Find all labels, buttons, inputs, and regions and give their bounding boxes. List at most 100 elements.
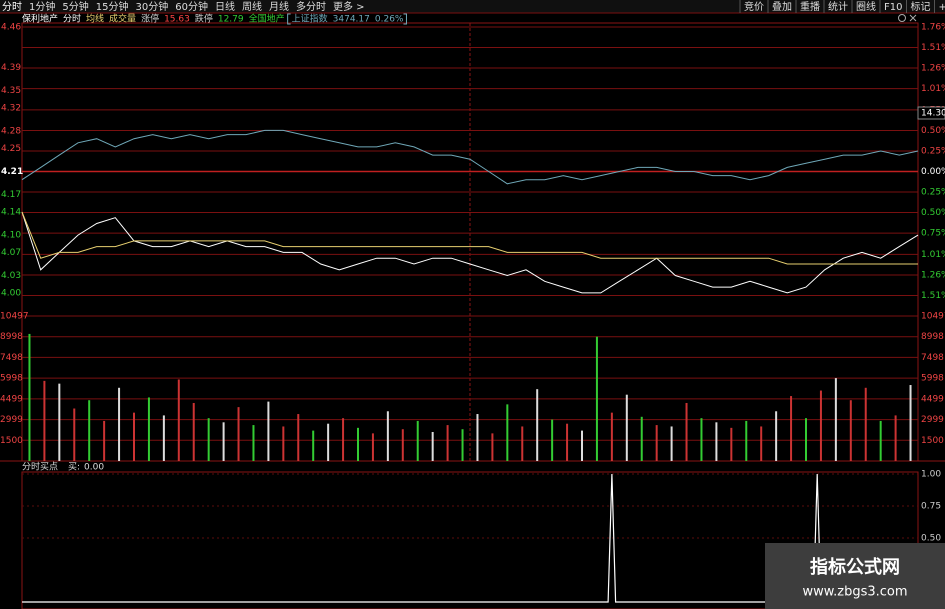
y2-tick-label: 7498 <box>921 353 944 363</box>
tab[interactable]: 分时 <box>2 1 22 13</box>
volume-bar <box>625 394 628 461</box>
tab[interactable]: 多分时 <box>296 0 326 13</box>
indicator-title: 分时买点 <box>22 461 58 473</box>
tab[interactable]: 周线 <box>242 0 262 13</box>
volume-bar <box>506 404 509 461</box>
y2-tick-label: 1.00 <box>921 470 941 480</box>
volume-bar <box>581 430 583 461</box>
line-series <box>21 211 918 265</box>
toolbar <box>0 0 945 13</box>
index-change: 0.26% <box>375 15 404 25</box>
volume-bar <box>491 433 494 461</box>
volume-bar <box>386 411 389 461</box>
y-tick-label: 4.10 <box>1 231 21 241</box>
volume-bar <box>894 415 897 461</box>
volume-bar <box>118 387 121 461</box>
tab[interactable]: 15分钟 <box>96 0 129 13</box>
tab[interactable]: 30分钟 <box>135 0 168 13</box>
button[interactable]: 叠加 <box>772 1 792 13</box>
limit-up-label: 涨停 <box>141 13 159 25</box>
tab[interactable]: 日线 <box>215 0 235 13</box>
volume-bar <box>655 425 658 461</box>
volume-bar <box>670 426 673 461</box>
y-tick-label: 8998 <box>0 332 23 342</box>
button[interactable]: 重播 <box>800 0 820 13</box>
y-tick-label: 10497 <box>0 312 29 322</box>
volume-bar <box>357 427 359 461</box>
tab[interactable]: 5分钟 <box>62 0 88 13</box>
volume-bar <box>849 400 852 461</box>
volume-bar <box>267 401 270 461</box>
limit-down: 12.79 <box>218 15 244 25</box>
volume-bar <box>566 423 569 461</box>
volume-bar <box>237 407 240 461</box>
volume-bar <box>162 415 165 461</box>
close-icon[interactable] <box>909 14 917 22</box>
volume-bar <box>312 430 315 461</box>
y2-tick-label: 0.50% <box>921 126 945 136</box>
volume-bar <box>864 387 867 461</box>
volume-bar <box>536 389 539 461</box>
button[interactable]: 统计 <box>828 0 848 13</box>
y2-tick-label: 0.25% <box>921 188 945 198</box>
y2-tick-label: 0.75 <box>921 502 941 512</box>
index-value: 3474.17 <box>333 15 370 25</box>
y2-tick-label: 1.26% <box>921 64 945 74</box>
volume-bar <box>133 412 135 461</box>
cursor-box <box>917 106 945 120</box>
volume-bar <box>909 385 912 461</box>
cursor-label: 14.30 <box>921 109 945 119</box>
y-tick-label: 4.25 <box>1 144 21 154</box>
y-tick-label: 4.14 <box>1 207 21 217</box>
volume-bar <box>476 414 479 461</box>
legend-price: 分时 <box>63 13 81 25</box>
volume-bar <box>327 423 330 461</box>
y2-tick-label: 1.26% <box>921 270 945 280</box>
volume-bar <box>640 416 643 461</box>
y2-tick-label: 10497 <box>921 312 945 322</box>
y2-tick-label: 1.01% <box>921 84 945 94</box>
tab[interactable]: 1分钟 <box>29 0 55 13</box>
volume-bar <box>103 420 106 461</box>
tab[interactable]: 月线 <box>269 0 289 13</box>
button[interactable]: 标记 <box>910 1 930 13</box>
y-tick-label: 5998 <box>0 374 23 384</box>
y-tick-label: 4.28 <box>1 127 21 137</box>
tab[interactable]: 60分钟 <box>175 0 208 13</box>
legend-volume: 成交量 <box>109 13 136 25</box>
volume-bar <box>192 402 195 461</box>
volume-bar <box>700 418 703 461</box>
y-tick-label: 7498 <box>0 353 23 363</box>
volume-bar <box>342 418 345 461</box>
volume-bar <box>446 425 449 461</box>
button[interactable]: 竞价 <box>744 0 764 13</box>
y-tick-label: 4.39 <box>1 63 21 73</box>
volume-bar <box>760 426 763 461</box>
y2-tick-label: 0.50% <box>921 208 945 218</box>
stock-name: 保利地产 <box>22 13 58 25</box>
add-icon[interactable] <box>898 14 906 22</box>
tab[interactable]: 更多 > <box>333 0 365 13</box>
volume-bar <box>775 411 778 461</box>
button[interactable]: F10 <box>884 2 902 13</box>
y2-tick-label: 1.51% <box>921 43 945 53</box>
button[interactable]: 圈线 <box>856 0 876 13</box>
limit-down-label: 跌停 <box>195 13 213 25</box>
indicator-value: 0.00 <box>84 463 104 473</box>
watermark-box <box>765 543 945 609</box>
y2-tick-label: 1.76% <box>921 23 945 33</box>
button[interactable]: +自选 <box>938 0 945 13</box>
indicator-label: 买: <box>68 462 80 473</box>
volume-bar <box>461 429 464 461</box>
y-tick-label: 4.46 <box>1 23 21 33</box>
y-tick-label: 4.03 <box>1 271 21 281</box>
volume-bar <box>252 425 255 461</box>
volume-bar <box>177 379 180 461</box>
y-tick-label: 4.00 <box>1 288 21 298</box>
volume-bar <box>595 336 598 461</box>
volume-bar <box>521 426 524 461</box>
y2-tick-label: 0.25% <box>921 146 945 156</box>
volume-bar <box>834 378 837 461</box>
volume-bar <box>431 431 434 461</box>
